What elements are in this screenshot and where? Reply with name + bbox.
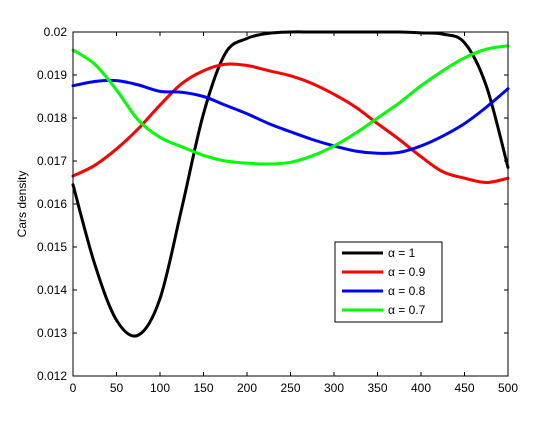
x-tick-label: 200	[237, 381, 257, 395]
x-tick-label: 250	[280, 381, 300, 395]
y-tick-label: 0.016	[37, 197, 67, 211]
x-tick-label: 450	[454, 381, 474, 395]
x-tick-label: 100	[150, 381, 170, 395]
series-line-3	[71, 78, 510, 155]
x-tick-label: 300	[324, 381, 344, 395]
y-tick-label: 0.012	[37, 369, 67, 383]
y-axis: 0.012 0.013 0.014 0.015 0.016 0.017 0.018 0.019…	[37, 25, 508, 383]
legend-label-3: α = 0.8	[388, 284, 426, 298]
x-axis: 0 50 100 150 200 250 300 350 400 450 500	[70, 32, 518, 395]
y-tick-label: 0.015	[37, 240, 67, 254]
y-tick-label: 0.02	[44, 25, 68, 39]
x-tick-label: 400	[411, 381, 431, 395]
y-tick-label: 0.019	[37, 68, 67, 82]
series-line-4	[71, 44, 510, 166]
x-tick-label: 0	[70, 381, 77, 395]
series-line-2	[71, 62, 510, 184]
x-tick-label: 50	[110, 381, 124, 395]
x-tick-label: 500	[498, 381, 518, 395]
x-tick-label: 150	[193, 381, 213, 395]
y-tick-label: 0.013	[37, 326, 67, 340]
legend-label-4: α = 0.7	[388, 303, 426, 317]
y-tick-label: 0.014	[37, 283, 67, 297]
x-tick-label: 350	[367, 381, 387, 395]
legend: α = 1 α = 0.9 α = 0.8 α = 0.7	[334, 241, 443, 323]
y-tick-label: 0.017	[37, 154, 67, 168]
y-tick-label: 0.018	[37, 111, 67, 125]
legend-label-2: α = 0.9	[388, 265, 426, 279]
y-axis-label: Cars density	[15, 171, 29, 238]
legend-label-1: α = 1	[388, 246, 416, 260]
